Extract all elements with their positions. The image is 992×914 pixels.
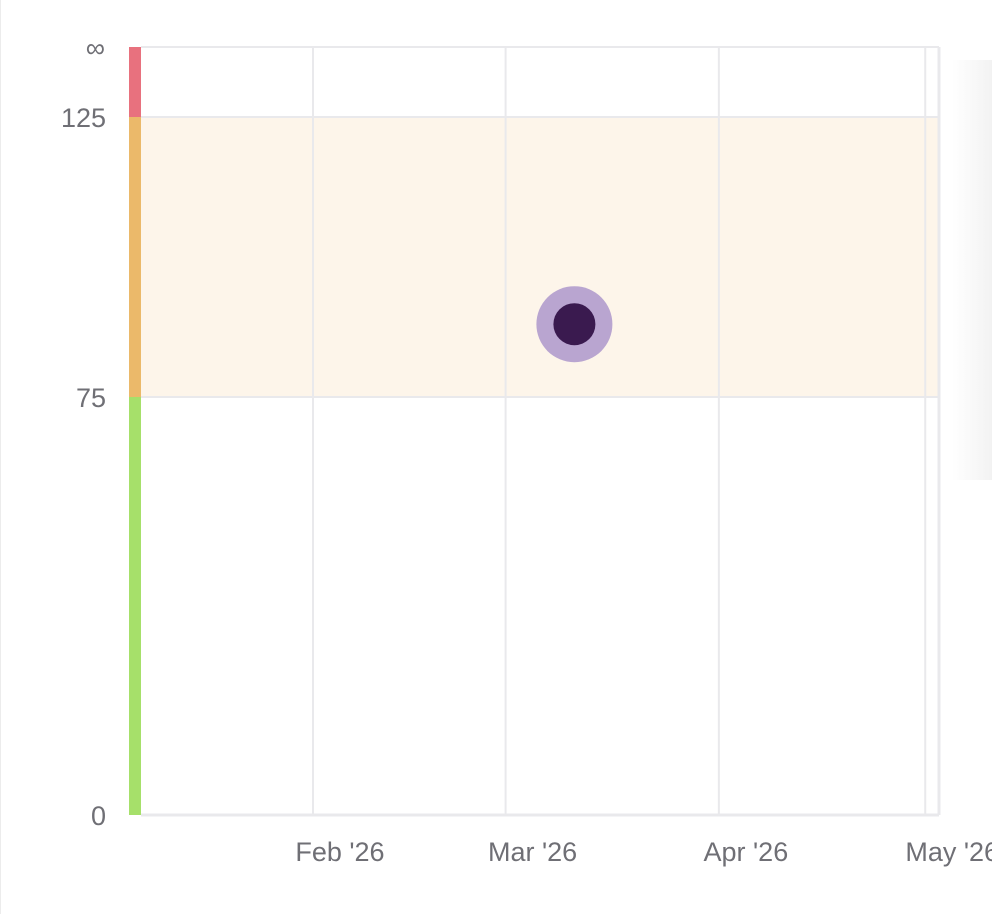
x-tick-label: May '26	[905, 837, 992, 867]
x-tick-label: Mar '26	[488, 837, 577, 867]
range-bands	[141, 117, 939, 397]
y-axis-color-bar	[129, 47, 141, 815]
y-axis-tick-labels: 0 75 125 ∞	[61, 33, 106, 831]
x-tick-label: Feb '26	[295, 837, 384, 867]
panel-edge-shadow	[952, 60, 992, 480]
data-points	[536, 286, 613, 363]
axis-bar-segment-2	[129, 47, 141, 117]
y-tick-label: 125	[61, 103, 106, 133]
y-tick-label: 0	[91, 801, 106, 831]
y-tick-label: ∞	[86, 33, 105, 63]
axis-bar-segment-1	[129, 117, 141, 397]
axis-bar-segment-0	[129, 397, 141, 815]
x-axis-tick-labels: Feb '26 Mar '26 Apr '26 May '26	[295, 837, 992, 867]
grid-lines	[141, 46, 941, 817]
band-fill-1	[141, 117, 939, 397]
y-tick-label: 75	[76, 383, 106, 413]
x-tick-label: Apr '26	[704, 837, 789, 867]
data-point	[553, 303, 596, 346]
